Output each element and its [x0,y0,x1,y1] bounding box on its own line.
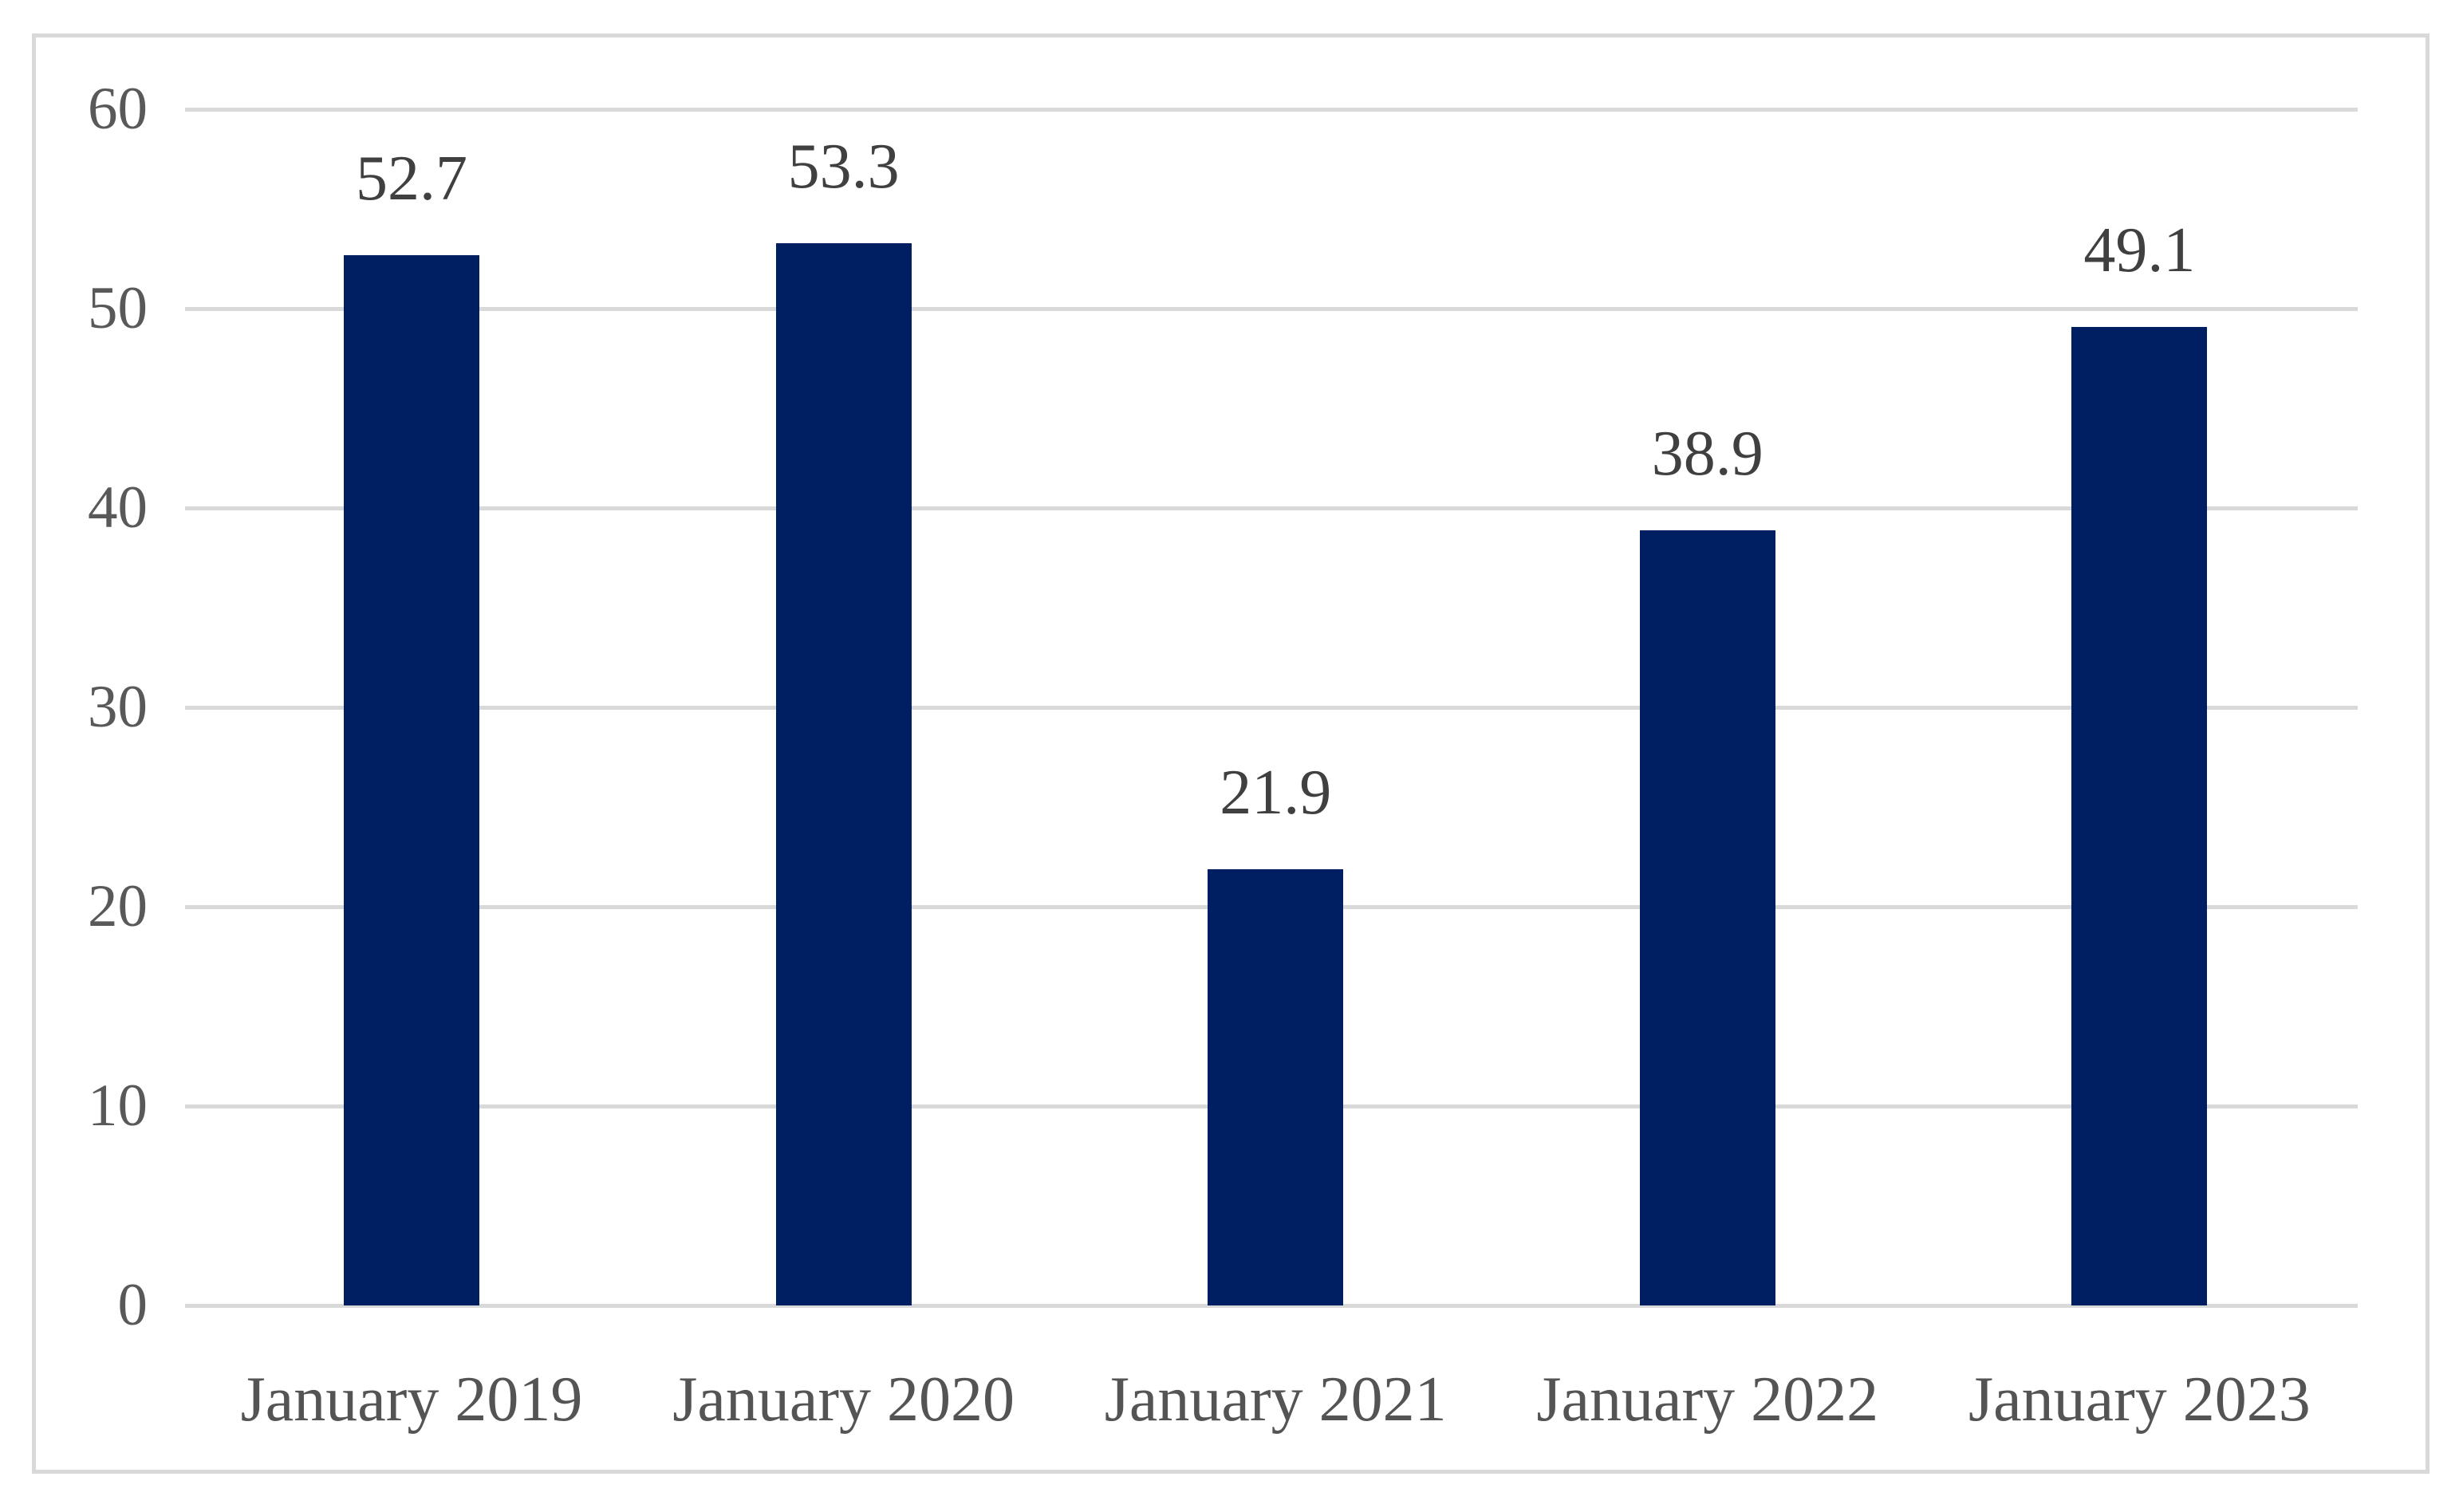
bar-value-label-january-2023: 49.1 [2083,215,2196,285]
bar-january-2022 [1639,530,1775,1305]
x-axis-category-label-january-2021: January 2021 [1104,1364,1447,1435]
gridline-0 [185,1304,2358,1308]
bar-january-2019 [344,254,479,1305]
gridline-30 [185,706,2358,710]
y-axis-tick-label-60: 60 [88,76,148,142]
x-axis-category-label-january-2019: January 2019 [240,1364,583,1435]
gridline-40 [185,506,2358,510]
x-axis-category-label-january-2022: January 2022 [1536,1364,1879,1435]
gridline-50 [185,307,2358,311]
y-axis-tick-label-20: 20 [88,873,148,939]
y-axis-tick-label-40: 40 [88,474,148,541]
bar-value-label-january-2019: 52.7 [356,143,467,214]
bar-january-2020 [775,242,912,1305]
x-axis-category-label-january-2023: January 2023 [1968,1364,2311,1435]
y-axis-tick-label-10: 10 [88,1073,148,1139]
bar-january-2023 [2071,326,2208,1305]
bar-january-2021 [1208,868,1344,1305]
bar-value-label-january-2022: 38.9 [1651,418,1764,489]
y-axis-tick-label-30: 30 [88,674,148,740]
gridline-60 [185,108,2358,112]
y-axis-tick-label-50: 50 [88,275,148,341]
bar-value-label-january-2021: 21.9 [1220,757,1332,828]
x-axis-category-label-january-2020: January 2020 [672,1364,1015,1435]
y-axis-tick-label-0: 0 [117,1272,148,1338]
bar-value-label-january-2020: 53.3 [787,131,900,202]
